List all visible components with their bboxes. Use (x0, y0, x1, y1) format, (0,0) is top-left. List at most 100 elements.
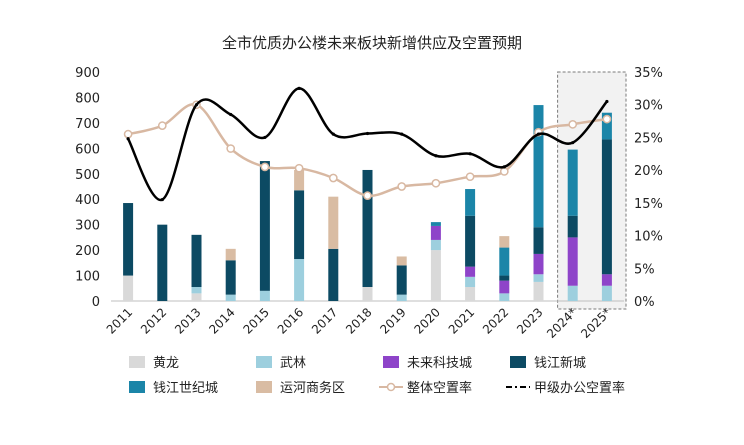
bar-segment (294, 169, 305, 191)
bar-segment (430, 225, 441, 240)
bar-segment (362, 169, 373, 288)
y-left-tick-label: 700 (75, 117, 100, 132)
grade-a-vacancy-point (160, 197, 164, 202)
y-right-tick-label: 35% (634, 66, 663, 81)
y-right-tick-label: 30% (634, 99, 663, 114)
y-left-tick-label: 300 (75, 219, 100, 234)
bar-segment (465, 287, 476, 301)
legend-label: 甲级办公空置率 (534, 380, 625, 396)
x-tick-label: 2021 (446, 305, 477, 336)
bar-segment (430, 239, 441, 251)
bar-segment (225, 248, 236, 261)
overall-vacancy-point (294, 163, 304, 173)
legend-swatch (129, 381, 145, 393)
bar-segment (533, 274, 544, 282)
overall-vacancy-point (568, 119, 578, 129)
overall-vacancy-point (499, 167, 509, 176)
overall-vacancy-point (226, 144, 236, 153)
legend-label: 运河商务区 (280, 380, 345, 396)
bar-segment (533, 253, 544, 275)
bar-segment (465, 276, 476, 288)
chart-title: 全市优质办公楼未来板块新增供应及空置预期 (222, 34, 522, 52)
bar-segment (294, 190, 305, 260)
bar-segment (396, 265, 407, 295)
x-tick-label: 2020 (412, 305, 443, 336)
y-left-tick-label: 200 (75, 244, 100, 259)
grade-a-vacancy-point (331, 132, 335, 136)
bar-segment (123, 275, 134, 301)
bar-segment (499, 280, 510, 294)
y-left-tick-label: 800 (75, 91, 100, 106)
overall-vacancy-point (157, 121, 167, 131)
x-tick-label: 2011 (104, 305, 135, 336)
bar-segment (225, 294, 236, 301)
bar-segment (328, 196, 339, 249)
grade-a-vacancy-point (365, 131, 370, 136)
bar-segment (567, 149, 578, 216)
legend-label: 钱江世纪城 (153, 381, 218, 396)
bar-segment (465, 215, 476, 267)
x-tick-label: 2017 (309, 305, 340, 336)
bar-segment (396, 294, 407, 301)
y-left-tick-label: 500 (75, 168, 100, 183)
x-tick-label: 2015 (241, 305, 272, 336)
grade-a-vacancy-point (126, 137, 130, 141)
bar-segment (465, 266, 476, 277)
y-right-tick-label: 20% (634, 164, 663, 179)
legend-label: 武林 (280, 356, 306, 371)
bar-segment (567, 237, 578, 286)
grade-a-vacancy-point (263, 135, 267, 140)
bar-segment (533, 227, 544, 254)
grade-a-vacancy-point (297, 86, 301, 90)
overall-vacancy-point (465, 172, 475, 182)
y-right-tick-label: 5% (634, 262, 655, 277)
bar-segment (191, 287, 202, 294)
x-tick-label: 2018 (343, 305, 374, 336)
y-right-tick-label: 15% (634, 197, 663, 212)
legend-label: 未来科技城 (407, 356, 472, 371)
overall-vacancy-point (431, 178, 441, 188)
grade-a-vacancy-point (571, 141, 575, 145)
x-tick-label: 2022 (480, 305, 511, 336)
bar-segment (601, 112, 612, 140)
bar-segment (601, 139, 612, 275)
y-left-tick-label: 900 (75, 66, 100, 81)
x-tick-label: 2014 (206, 305, 237, 336)
legend-swatch (256, 356, 272, 368)
bar-segment (465, 189, 476, 216)
legend-swatch (129, 356, 145, 368)
bar-segment (225, 260, 236, 295)
bar-segment (601, 274, 612, 286)
y-left-tick-label: 100 (75, 270, 100, 285)
bar-segment (259, 161, 270, 291)
bar-segment (328, 248, 339, 301)
grade-a-vacancy-point (229, 112, 233, 117)
y-right-tick-label: 10% (634, 230, 663, 245)
x-tick-label: 2025* (578, 305, 614, 341)
overall-vacancy-point (602, 114, 612, 124)
legend-swatch (510, 356, 526, 368)
legend-swatch-marker (386, 382, 396, 392)
grade-a-vacancy-point (194, 103, 199, 107)
bar-segment (601, 285, 612, 301)
y-right-tick-label: 0% (634, 295, 655, 310)
bar-segment (430, 250, 441, 301)
bar-segment (259, 290, 270, 301)
grade-a-vacancy-point (400, 132, 404, 136)
bar-segment (567, 285, 578, 301)
x-tick-label: 2024* (544, 305, 580, 341)
y-right-tick-label: 25% (634, 131, 663, 146)
legend-swatch (256, 381, 272, 393)
overall-vacancy-point (397, 182, 407, 191)
x-tick-label: 2012 (138, 305, 169, 336)
overall-vacancy-point (123, 129, 133, 139)
x-tick-label: 2019 (377, 305, 408, 336)
bar-segment (567, 215, 578, 238)
grade-a-vacancy-point (468, 152, 472, 156)
x-tick-label: 2013 (172, 305, 203, 336)
grade-a-vacancy-point (536, 132, 541, 136)
x-tick-label: 2023 (514, 305, 545, 336)
bar-segment (430, 222, 441, 226)
